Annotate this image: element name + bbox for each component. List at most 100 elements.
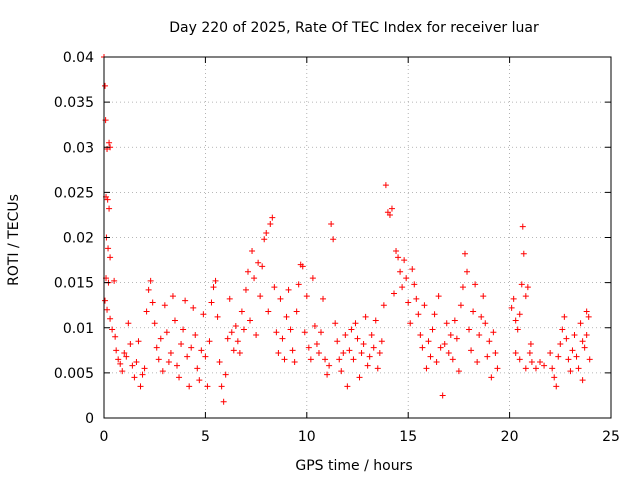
data-point — [174, 362, 181, 369]
data-point — [202, 353, 209, 360]
data-point — [153, 344, 160, 351]
data-point — [317, 329, 324, 336]
data-point — [309, 275, 316, 282]
data-point — [378, 338, 385, 345]
data-point — [415, 311, 422, 318]
data-point — [253, 331, 260, 338]
data-point — [143, 308, 150, 315]
data-point — [443, 320, 450, 327]
data-point — [573, 353, 580, 360]
y-tick-label: 0.02 — [63, 231, 94, 247]
data-point — [466, 326, 473, 333]
data-point — [354, 335, 361, 342]
data-point — [289, 347, 296, 354]
data-point — [299, 263, 306, 270]
data-point — [472, 281, 479, 288]
x-tick-label: 10 — [298, 429, 316, 445]
data-point — [395, 254, 402, 261]
data-point — [585, 313, 592, 320]
data-point — [206, 338, 213, 345]
data-point — [457, 302, 464, 309]
data-point — [182, 297, 189, 304]
data-point — [492, 350, 499, 357]
data-point — [579, 377, 586, 384]
data-point — [470, 308, 477, 315]
data-point — [107, 254, 114, 261]
data-point — [102, 297, 109, 304]
data-point — [537, 359, 544, 366]
data-point — [447, 331, 454, 338]
data-point — [109, 326, 116, 333]
data-point — [516, 311, 523, 318]
x-tick-label: 15 — [399, 429, 417, 445]
data-point — [346, 347, 353, 354]
axis-ticks: 0 5 10 15 20 25 0 0.005 0.01 0.015 0.02 0.025 0.03 0.… — [54, 50, 620, 445]
data-point — [165, 359, 172, 366]
data-point — [224, 335, 231, 342]
data-point — [569, 347, 576, 354]
data-point — [230, 347, 237, 354]
data-point — [208, 299, 215, 306]
data-point — [216, 359, 223, 366]
data-point — [220, 398, 227, 405]
data-point — [581, 344, 588, 351]
data-point — [356, 374, 363, 381]
data-point — [141, 365, 148, 372]
data-point — [348, 326, 355, 333]
data-point — [528, 359, 535, 366]
data-point — [287, 326, 294, 333]
data-point — [125, 320, 132, 327]
data-point — [188, 344, 195, 351]
data-point — [508, 304, 515, 311]
data-point — [210, 284, 217, 291]
data-point — [514, 326, 521, 333]
data-point — [119, 368, 126, 375]
data-point — [437, 344, 444, 351]
data-point — [263, 229, 270, 236]
data-point — [192, 331, 199, 338]
data-point — [133, 359, 140, 366]
data-point — [522, 365, 529, 372]
data-point — [196, 377, 203, 384]
data-point — [104, 306, 111, 313]
data-point — [285, 286, 292, 293]
y-tick-label: 0.01 — [63, 321, 94, 337]
data-point — [324, 371, 331, 378]
data-point — [494, 365, 501, 372]
chart-title: Day 220 of 2025, Rate Of TEC Index for r… — [169, 20, 539, 36]
x-tick-label: 20 — [501, 429, 519, 445]
data-point — [441, 340, 448, 347]
data-point — [315, 350, 322, 357]
data-point — [204, 383, 211, 390]
data-point — [464, 268, 471, 275]
data-point — [468, 347, 475, 354]
x-tick-label: 25 — [602, 429, 620, 445]
data-point — [257, 293, 264, 300]
data-point — [532, 365, 539, 372]
data-point — [178, 340, 185, 347]
data-point — [129, 362, 136, 369]
data-point — [171, 317, 178, 324]
data-point — [249, 248, 256, 255]
data-point — [519, 223, 526, 230]
data-point — [386, 211, 393, 218]
data-point — [518, 281, 525, 288]
data-point — [413, 295, 420, 302]
data-point — [163, 329, 170, 336]
data-point — [247, 317, 254, 324]
data-point — [240, 326, 247, 333]
data-point — [401, 257, 408, 264]
data-point — [579, 338, 586, 345]
data-point — [427, 353, 434, 360]
data-point — [433, 359, 440, 366]
data-point — [291, 359, 298, 366]
data-point — [283, 313, 290, 320]
data-point — [547, 350, 554, 357]
data-point — [259, 263, 266, 270]
data-point — [403, 275, 410, 282]
data-point — [251, 275, 258, 282]
data-point — [488, 374, 495, 381]
data-point — [273, 329, 280, 336]
data-point — [474, 359, 481, 366]
